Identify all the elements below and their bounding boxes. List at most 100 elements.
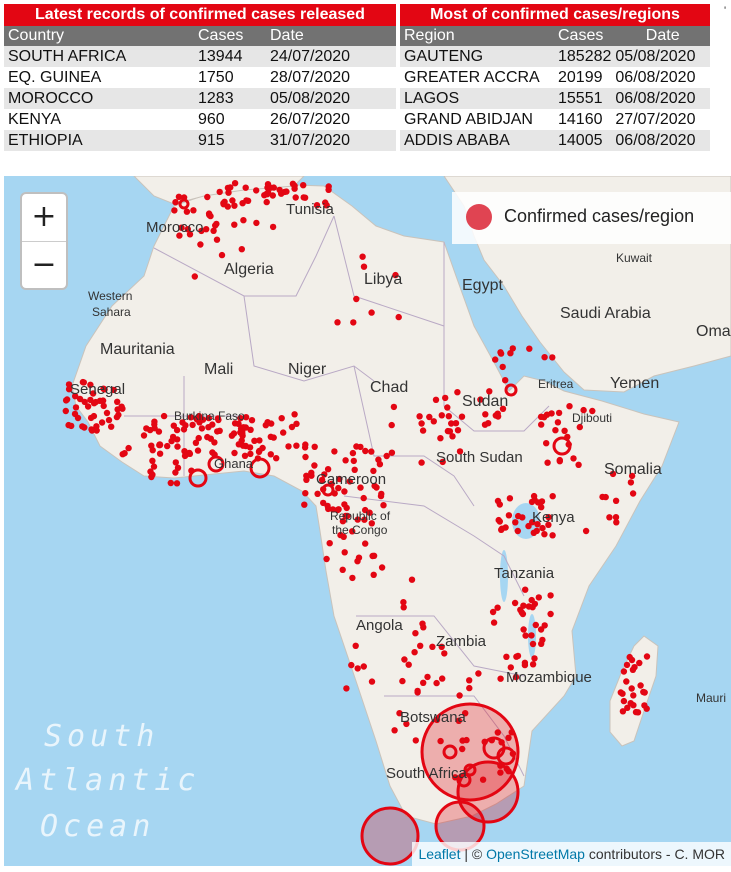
case-marker[interactable]: [489, 608, 497, 616]
case-marker[interactable]: [321, 471, 328, 478]
case-marker[interactable]: [514, 652, 522, 660]
case-marker[interactable]: [609, 470, 617, 478]
case-marker[interactable]: [213, 220, 220, 228]
case-marker[interactable]: [81, 398, 88, 406]
case-marker[interactable]: [349, 528, 356, 535]
case-marker[interactable]: [342, 512, 349, 520]
case-marker[interactable]: [496, 501, 503, 508]
case-marker[interactable]: [335, 506, 342, 513]
case-marker[interactable]: [362, 506, 369, 514]
case-marker[interactable]: [412, 630, 419, 637]
case-marker[interactable]: [93, 427, 100, 434]
case-marker[interactable]: [361, 516, 368, 523]
case-marker[interactable]: [541, 354, 548, 361]
case-marker[interactable]: [416, 413, 423, 420]
case-marker[interactable]: [288, 423, 296, 431]
leaflet-link[interactable]: Leaflet: [418, 846, 461, 862]
case-marker[interactable]: [526, 345, 533, 352]
case-marker[interactable]: [79, 423, 86, 430]
case-marker[interactable]: [555, 409, 563, 417]
case-marker[interactable]: [630, 702, 637, 709]
case-marker[interactable]: [172, 459, 179, 466]
case-marker[interactable]: [359, 253, 366, 260]
case-marker[interactable]: [180, 426, 188, 433]
case-marker[interactable]: [311, 443, 318, 450]
case-marker[interactable]: [326, 540, 333, 547]
case-marker[interactable]: [582, 527, 590, 535]
case-marker[interactable]: [496, 518, 503, 525]
case-marker[interactable]: [466, 684, 473, 692]
case-marker[interactable]: [612, 497, 620, 504]
case-marker[interactable]: [624, 704, 631, 711]
case-marker[interactable]: [190, 207, 197, 214]
case-marker[interactable]: [173, 426, 181, 434]
case-marker[interactable]: [341, 501, 348, 508]
case-marker[interactable]: [541, 622, 548, 629]
case-marker[interactable]: [420, 679, 427, 686]
case-marker[interactable]: [101, 386, 108, 393]
case-marker[interactable]: [184, 226, 191, 233]
case-marker[interactable]: [630, 692, 637, 699]
case-marker[interactable]: [292, 194, 299, 201]
case-marker[interactable]: [512, 673, 520, 681]
case-marker[interactable]: [349, 574, 356, 582]
case-marker[interactable]: [197, 241, 204, 248]
case-marker[interactable]: [262, 422, 269, 429]
case-marker[interactable]: [98, 419, 106, 426]
case-marker[interactable]: [360, 663, 367, 670]
case-marker[interactable]: [269, 192, 276, 199]
case-marker[interactable]: [459, 737, 466, 744]
case-marker[interactable]: [388, 449, 396, 456]
case-marker[interactable]: [459, 745, 466, 753]
case-circle[interactable]: [552, 436, 572, 456]
case-marker[interactable]: [150, 463, 158, 470]
case-marker[interactable]: [204, 433, 211, 441]
case-marker[interactable]: [547, 592, 554, 599]
case-marker[interactable]: [636, 659, 643, 667]
case-marker[interactable]: [613, 519, 620, 526]
case-marker[interactable]: [412, 737, 419, 744]
case-marker[interactable]: [339, 518, 347, 525]
case-marker[interactable]: [520, 626, 527, 633]
case-marker[interactable]: [497, 769, 504, 776]
case-marker[interactable]: [377, 492, 385, 500]
case-marker[interactable]: [390, 403, 398, 411]
case-marker[interactable]: [354, 558, 361, 565]
case-marker[interactable]: [303, 476, 310, 483]
case-marker[interactable]: [113, 413, 121, 421]
case-marker[interactable]: [532, 621, 539, 629]
case-marker[interactable]: [575, 461, 582, 468]
case-marker[interactable]: [494, 729, 501, 736]
case-marker[interactable]: [346, 478, 353, 485]
case-marker[interactable]: [278, 415, 285, 422]
case-marker[interactable]: [437, 737, 444, 745]
case-marker[interactable]: [156, 441, 163, 448]
case-circle[interactable]: [442, 744, 458, 760]
case-marker[interactable]: [442, 394, 449, 402]
case-marker[interactable]: [253, 187, 260, 194]
case-marker[interactable]: [544, 459, 551, 466]
case-marker[interactable]: [90, 400, 98, 407]
case-marker[interactable]: [181, 452, 189, 460]
case-marker[interactable]: [140, 432, 148, 439]
case-marker[interactable]: [411, 649, 418, 656]
case-marker[interactable]: [405, 661, 412, 668]
case-marker[interactable]: [264, 181, 272, 188]
case-marker[interactable]: [541, 531, 548, 538]
case-marker[interactable]: [87, 381, 94, 388]
case-marker[interactable]: [626, 653, 633, 661]
case-marker[interactable]: [351, 466, 358, 473]
case-marker[interactable]: [170, 422, 177, 429]
case-marker[interactable]: [302, 453, 309, 461]
case-circle[interactable]: [463, 763, 477, 777]
case-marker[interactable]: [125, 444, 132, 452]
case-marker[interactable]: [439, 458, 446, 466]
case-marker[interactable]: [171, 207, 178, 214]
case-marker[interactable]: [534, 499, 542, 506]
case-marker[interactable]: [538, 421, 545, 428]
case-marker[interactable]: [511, 599, 519, 607]
case-marker[interactable]: [173, 480, 181, 487]
case-marker[interactable]: [641, 689, 648, 696]
case-marker[interactable]: [426, 413, 433, 421]
case-marker[interactable]: [353, 295, 360, 303]
